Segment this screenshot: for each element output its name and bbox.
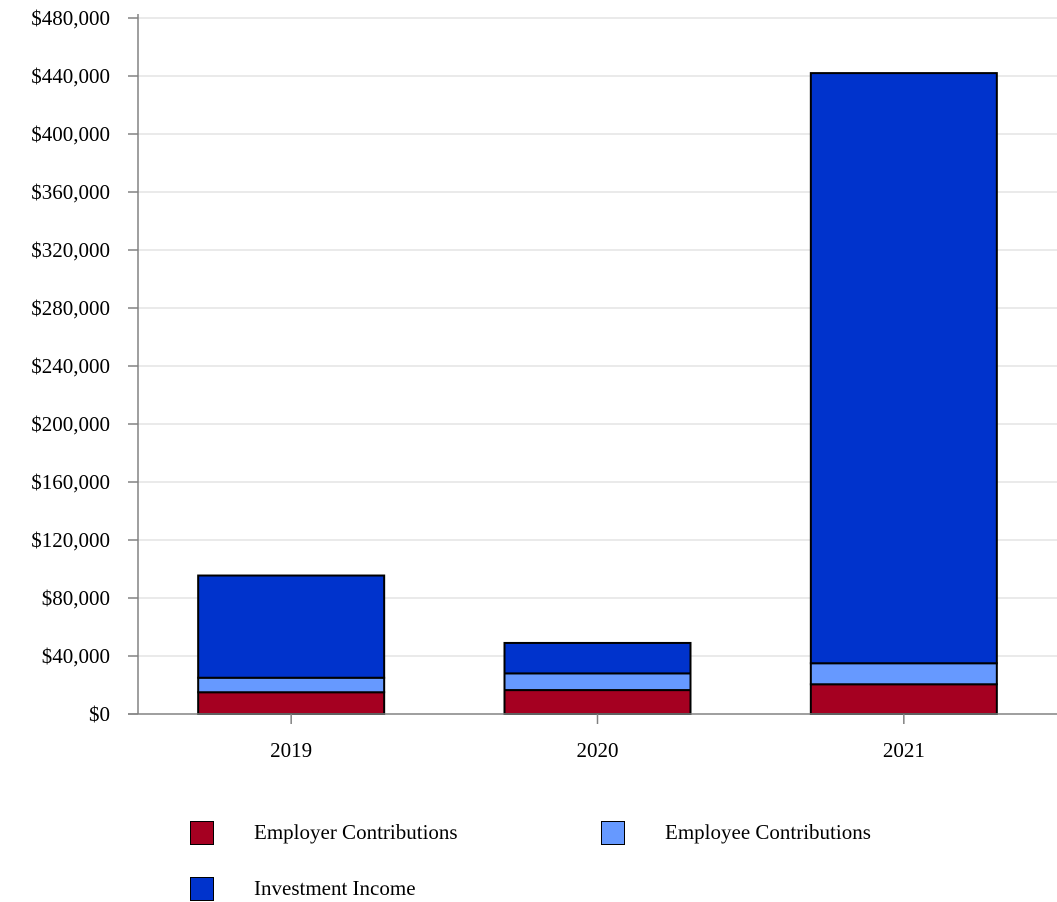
bar-segment [503, 672, 692, 692]
bar-segment [503, 689, 692, 716]
x-axis-ticks: 2019 2020 2021 [270, 714, 925, 762]
legend-item-investment: Investment Income [190, 876, 416, 901]
y-axis-ticks: $0 $40,000 $80,000 $120,000 $160,000 $200,000… [31, 6, 138, 726]
y-tick-label: $440,000 [31, 64, 110, 88]
y-tick-label: $280,000 [31, 296, 110, 320]
stacked-bar-chart: $0 $40,000 $80,000 $120,000 $160,000 $200,000… [31, 6, 1057, 762]
y-tick-label: $240,000 [31, 354, 110, 378]
legend-swatch-employee [601, 820, 625, 845]
bar-segment [197, 676, 386, 694]
legend-swatch-employer [190, 820, 214, 845]
bars [197, 72, 998, 716]
y-tick-label: $200,000 [31, 412, 110, 436]
axes [128, 14, 1057, 715]
bar-segment [809, 72, 998, 665]
bar-segment [197, 691, 386, 715]
y-tick-label: $40,000 [42, 644, 110, 668]
legend-swatch-investment [190, 876, 214, 901]
x-tick-label: 2019 [270, 738, 312, 762]
legend: Employer Contributions Employee Contribu… [0, 800, 1057, 901]
bar-segment [197, 574, 386, 679]
legend-label-employee: Employee Contributions [665, 820, 871, 844]
legend-label-investment: Investment Income [254, 876, 416, 900]
y-tick-label: $320,000 [31, 238, 110, 262]
y-tick-label: $360,000 [31, 180, 110, 204]
y-tick-label: $0 [89, 702, 110, 726]
legend-item-employer: Employer Contributions [190, 820, 458, 845]
bar-segment [809, 683, 998, 716]
y-tick-label: $480,000 [31, 6, 110, 30]
x-tick-label: 2020 [577, 738, 619, 762]
y-tick-label: $80,000 [42, 586, 110, 610]
legend-label-employer: Employer Contributions [254, 820, 458, 844]
legend-item-employee: Employee Contributions [601, 820, 871, 845]
y-tick-label: $400,000 [31, 122, 110, 146]
y-tick-label: $160,000 [31, 470, 110, 494]
bar-segment [809, 662, 998, 686]
x-tick-label: 2021 [883, 738, 925, 762]
y-tick-label: $120,000 [31, 528, 110, 552]
bar-segment [503, 641, 692, 675]
